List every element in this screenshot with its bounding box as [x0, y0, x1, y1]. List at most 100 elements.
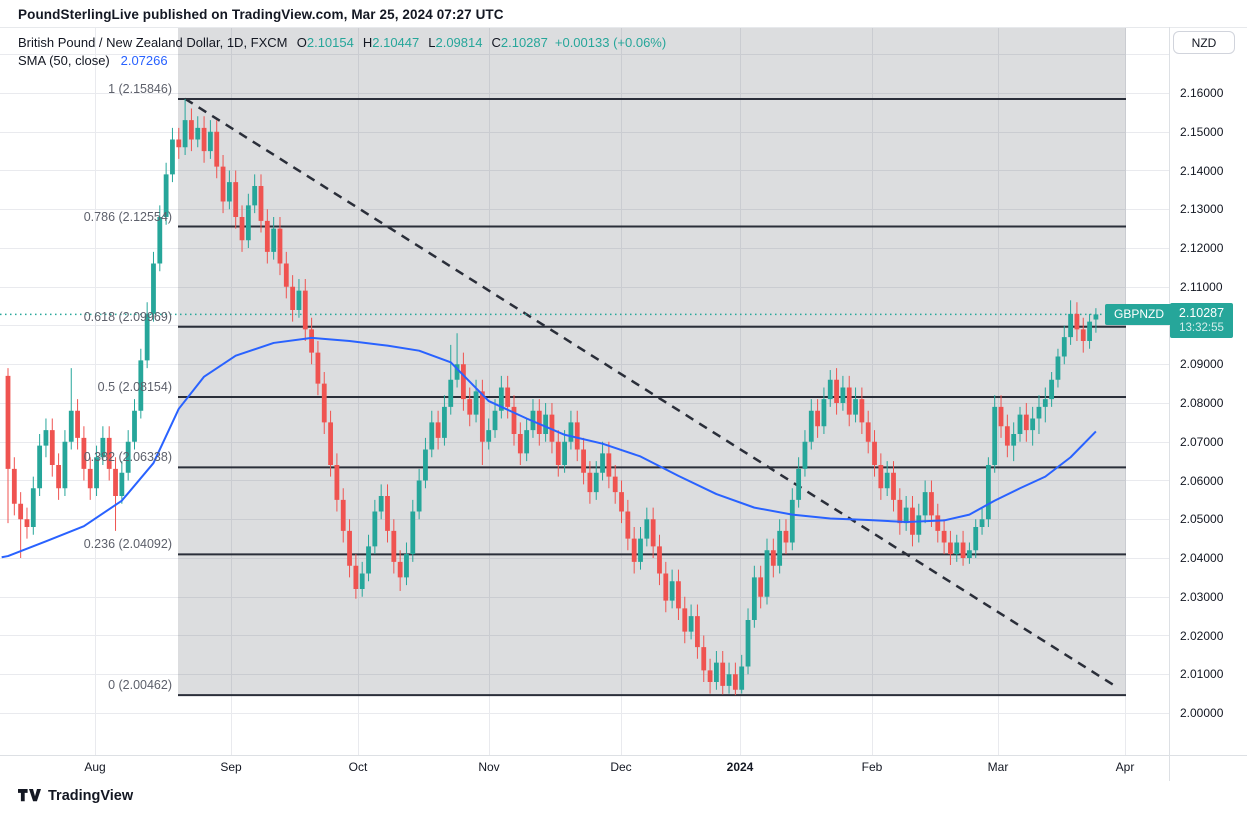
candle-body	[81, 437, 87, 469]
low-value: 2.09814	[435, 35, 483, 50]
candle-body	[903, 507, 909, 524]
candle-body	[859, 399, 865, 423]
candle-body	[657, 546, 662, 574]
bar-countdown-timer: 13:32:55	[1179, 322, 1224, 334]
candle-body	[720, 662, 726, 686]
candle-body	[233, 182, 239, 217]
candle-body	[252, 186, 258, 206]
price-axis-label: 2.15000	[1180, 124, 1224, 139]
candle-body	[5, 375, 11, 469]
candle-body	[612, 476, 618, 493]
candle-body	[517, 434, 523, 454]
candle-body	[846, 387, 852, 415]
candle-body	[802, 441, 808, 469]
candle-body	[1068, 313, 1073, 338]
candle-body	[631, 538, 637, 562]
candle-body	[1093, 314, 1099, 320]
candle-body	[764, 550, 770, 597]
candle-body	[347, 530, 352, 566]
candle-body	[435, 422, 441, 438]
candle-body	[75, 410, 80, 438]
price-axis-label: 2.12000	[1180, 241, 1224, 255]
tradingview-logo[interactable]: TradingView	[18, 788, 133, 804]
candle-body	[385, 496, 390, 531]
price-axis-label: 2.02000	[1180, 628, 1224, 643]
candle-body	[941, 530, 947, 543]
candle-body	[473, 391, 479, 415]
candle-body	[214, 131, 220, 167]
candle-body	[948, 542, 953, 555]
candle-body	[770, 550, 776, 566]
candle-body	[1030, 418, 1036, 431]
candle-body	[726, 674, 732, 686]
price-axis-label: 2.01000	[1180, 667, 1224, 682]
time-axis-label: Feb	[861, 760, 883, 774]
candle-body	[18, 503, 24, 520]
candle-body	[119, 472, 125, 496]
candle-body	[808, 410, 814, 442]
symbol-legend-row[interactable]: British Pound / New Zealand Dollar, 1D, …	[18, 35, 666, 50]
candle-body	[543, 414, 549, 434]
candle-body	[796, 468, 802, 500]
candle-body	[56, 465, 61, 489]
candle-body	[378, 496, 384, 512]
sma-legend-row[interactable]: SMA (50, close) 2.07266	[18, 53, 168, 68]
candle-body	[1017, 414, 1023, 434]
currency-unit-button[interactable]: NZD	[1173, 31, 1235, 54]
candle-body	[423, 449, 428, 481]
candle-body	[897, 499, 903, 524]
candle-body	[707, 670, 713, 682]
candle-body	[24, 519, 30, 527]
sma50-line[interactable]	[1, 336, 1097, 559]
candle-body	[226, 182, 232, 202]
candle-body	[751, 577, 757, 620]
candle-body	[309, 329, 314, 353]
candle-body	[340, 499, 346, 531]
candle-body	[568, 422, 574, 442]
candle-body	[1074, 313, 1080, 330]
candle-body	[853, 399, 858, 415]
price-axis-label: 2.04000	[1180, 551, 1224, 565]
candle-body	[195, 127, 201, 140]
candle-body	[714, 662, 719, 682]
candle-body	[106, 437, 112, 469]
candle-body	[132, 410, 137, 442]
candle-body	[562, 441, 567, 465]
candle-body	[100, 437, 106, 458]
candle-body	[998, 406, 1004, 427]
candle-body	[30, 488, 36, 527]
candle-body	[663, 573, 669, 601]
candle-body	[479, 391, 485, 442]
candle-body	[606, 453, 612, 477]
open-value: 2.10154	[306, 35, 354, 50]
candle-body	[1049, 379, 1055, 400]
fib-level-label: 0.786 (2.12554)	[83, 209, 172, 224]
candle-body	[593, 472, 599, 493]
time-axis-label: Mar	[987, 760, 1009, 774]
candle-body	[138, 360, 144, 411]
candle-body	[486, 430, 492, 442]
fib-level-label: 1 (2.15846)	[108, 81, 172, 96]
candle-body	[916, 515, 922, 535]
candle-body	[511, 406, 517, 434]
open-label: O	[296, 35, 307, 50]
candle-body	[650, 519, 656, 547]
time-axis-label: Aug	[84, 760, 106, 774]
trendline[interactable]	[184, 97, 1119, 689]
candle-body	[170, 139, 175, 175]
price-axis-label: 2.14000	[1180, 163, 1224, 178]
candle-body	[125, 441, 131, 473]
candle-body	[638, 538, 643, 562]
candle-body	[745, 620, 751, 667]
candle-body	[878, 465, 884, 489]
candle-body	[891, 472, 896, 500]
candle-body	[536, 410, 542, 434]
current-price-badge: 2.10287 13:32:55	[1170, 303, 1233, 338]
tradingview-logo-icon	[18, 789, 41, 802]
pane-top-border	[0, 27, 1247, 28]
tradingview-logo-text: TradingView	[48, 788, 134, 804]
candle-body	[929, 492, 934, 516]
candle-body	[985, 465, 991, 520]
candle-body	[302, 290, 308, 330]
